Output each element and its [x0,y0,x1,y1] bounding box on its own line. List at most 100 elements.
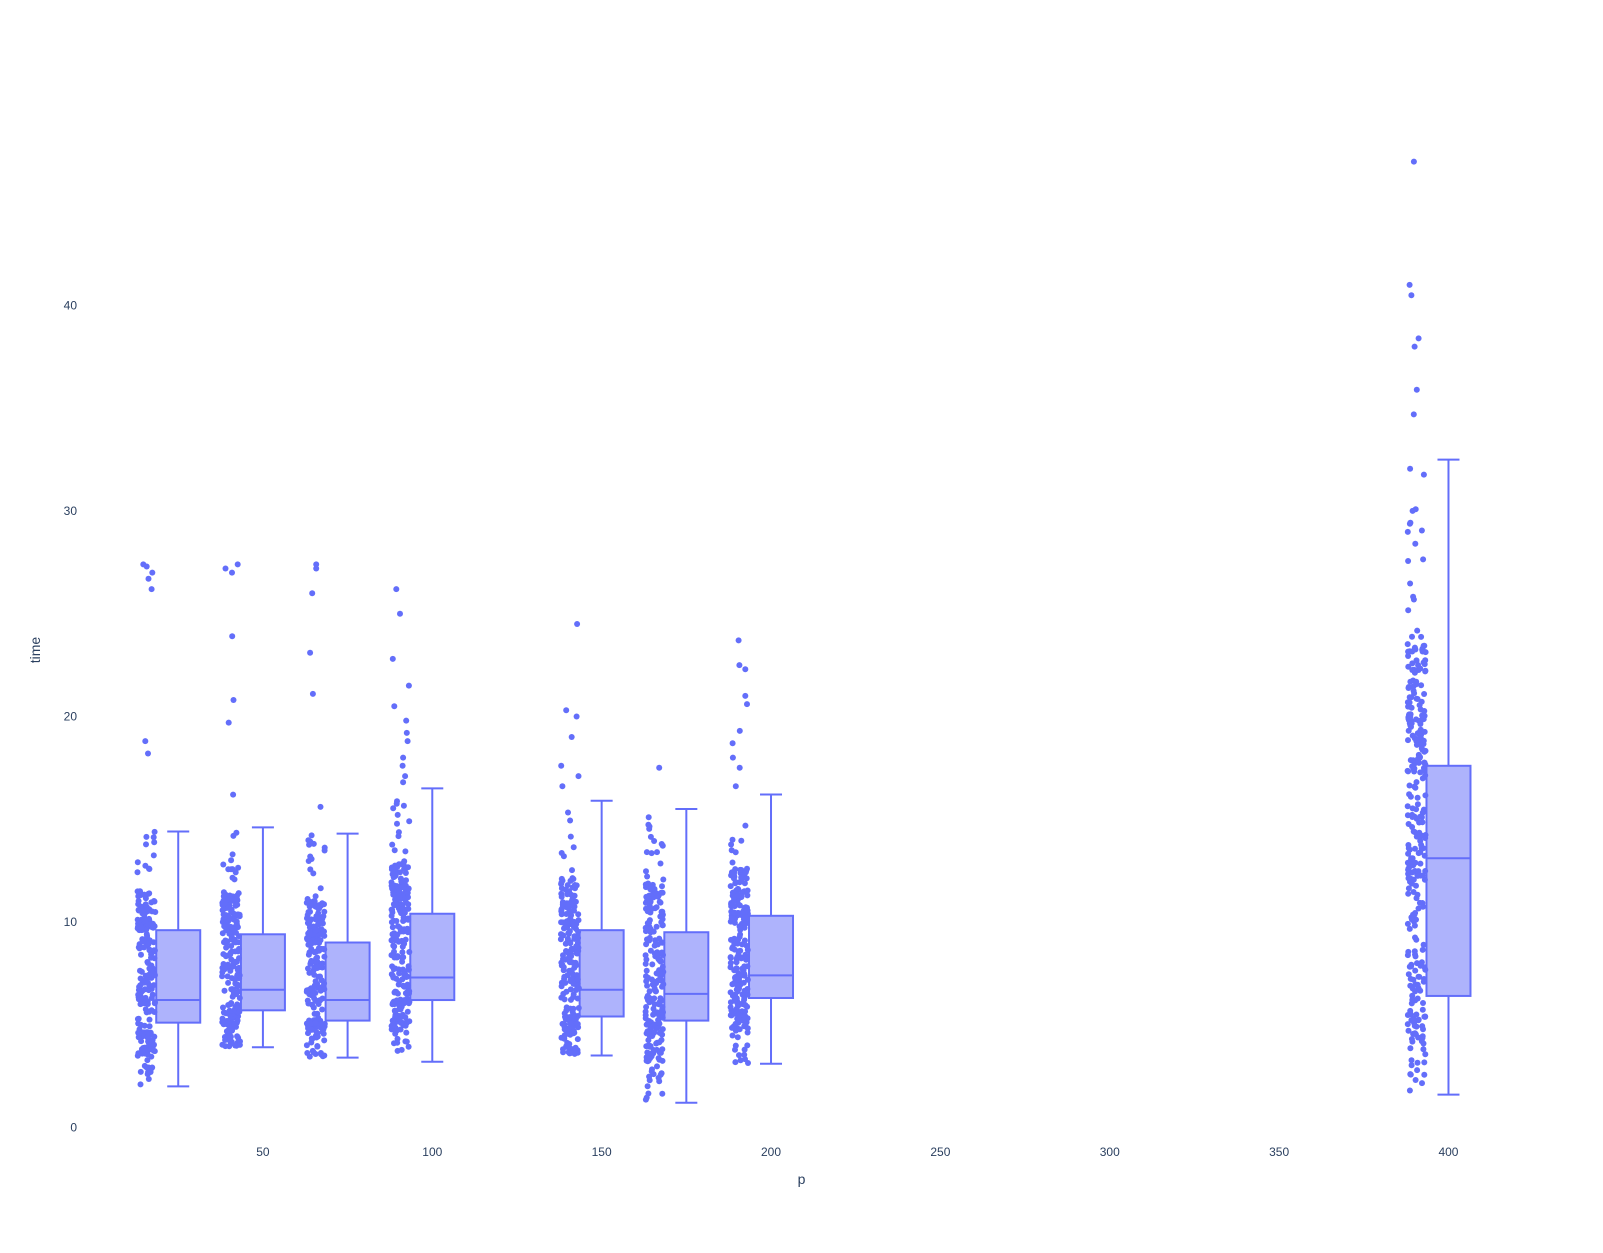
box-iqr [663,931,710,1022]
data-point [558,906,565,913]
data-point [575,917,582,924]
data-point [146,866,153,872]
data-point [560,964,567,971]
data-point [146,965,153,972]
data-point [1405,890,1412,897]
data-point [316,902,323,909]
data-point [405,894,411,901]
data-point [1418,1038,1425,1045]
data-point [313,955,320,962]
data-point [144,1029,151,1036]
data-point [1406,1087,1413,1094]
data-point [742,1008,749,1015]
data-point [236,995,243,1001]
data-point [146,1023,153,1030]
data-point [309,1036,316,1043]
data-point [1415,335,1422,342]
y-tick-label: 10 [64,915,78,929]
data-point [228,857,235,864]
data-point [744,986,751,992]
data-point [736,727,743,734]
data-point [306,903,313,910]
x-tick-label: 100 [422,1145,442,1159]
data-point [406,818,413,825]
x-tick-label: 150 [592,1145,612,1159]
data-point [388,952,395,959]
data-point [561,1010,568,1017]
data-point [659,842,666,849]
data-point [561,973,568,980]
data-point [388,919,395,926]
data-point [227,967,234,974]
data-point [310,870,317,877]
data-point [561,1026,568,1033]
data-point [733,959,740,966]
data-point [228,943,235,949]
data-point [390,805,397,812]
data-point [319,1028,326,1035]
data-point [743,953,750,960]
data-point [142,862,149,869]
data-point [1415,1034,1422,1041]
data-point [1422,668,1429,675]
data-point [569,1029,576,1036]
data-point [138,951,144,958]
data-point [219,930,226,937]
data-point [728,841,735,848]
y-tick-label: 30 [64,504,78,518]
data-point [654,1063,660,1070]
data-point [646,1073,653,1080]
data-point [308,1026,315,1033]
data-point [388,912,395,919]
data-point [1407,720,1414,727]
data-point [1417,813,1424,820]
data-point [1410,911,1416,918]
data-point [226,1043,233,1050]
data-point [573,950,580,957]
data-point [1417,860,1424,867]
data-point [648,884,655,891]
x-tick-labels: 50 100 150 200 250 300 350 400 [256,1145,1459,1159]
data-point [1419,1080,1425,1087]
data-point [315,973,322,980]
data-point [136,983,143,990]
x-tick-label: 250 [930,1145,950,1159]
data-point [149,569,156,576]
data-point [1409,985,1416,992]
data-point [735,1016,742,1023]
data-point [141,944,148,951]
data-point [736,1052,742,1059]
data-point [391,943,398,950]
data-point [1414,995,1421,1002]
data-point [222,565,229,572]
data-point [400,779,407,786]
data-point [231,926,237,933]
data-point [737,931,744,938]
data-point [405,905,412,912]
data-point [742,692,749,699]
data-point [655,893,661,900]
data-point [1422,747,1429,754]
data-point [149,920,156,927]
data-point [389,1022,396,1029]
data-point [317,803,324,810]
box-iqr [324,941,371,1022]
data-point [562,940,569,947]
data-point [1414,891,1421,898]
data-point [402,865,409,872]
data-point [391,703,398,710]
data-point [1414,794,1421,801]
data-point [736,662,743,669]
data-point [1404,803,1411,810]
data-point [735,936,742,943]
data-point [1411,829,1418,836]
data-point [561,1021,568,1028]
data-point [404,1008,411,1015]
data-point [145,575,152,582]
data-point [1411,669,1418,676]
data-point [1411,922,1418,929]
data-point [651,950,658,957]
data-point [1404,1021,1411,1028]
data-point [738,955,745,962]
